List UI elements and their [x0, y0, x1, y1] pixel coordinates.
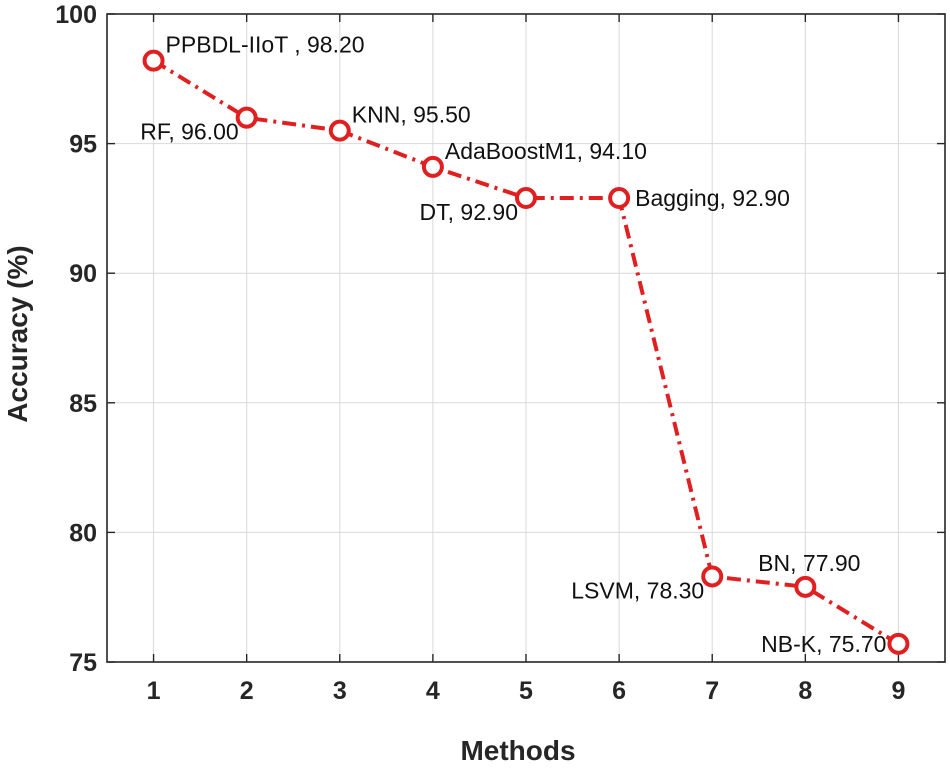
data-point-marker	[142, 49, 165, 72]
data-label: BN, 77.90	[758, 550, 860, 576]
y-tick-label: 100	[55, 1, 97, 29]
data-label: LSVM, 78.30	[571, 577, 704, 603]
x-tick-label: 2	[240, 677, 254, 705]
data-point-marker	[235, 106, 258, 129]
x-tick-label: 1	[147, 677, 161, 705]
data-label: Bagging, 92.90	[635, 185, 790, 211]
y-tick-label: 95	[69, 131, 97, 159]
y-tick-label: 90	[69, 260, 97, 288]
x-tick-label: 7	[705, 677, 719, 705]
data-labels: PPBDL-IIoT , 98.20 RF, 96.00 KNN, 95.50 Ada…	[140, 32, 886, 657]
data-point-marker	[608, 187, 631, 210]
data-label: DT, 92.90	[420, 199, 518, 225]
data-label: RF, 96.00	[140, 119, 238, 145]
y-axis-label: Accuracy (%)	[2, 245, 33, 422]
y-tick-label: 80	[69, 519, 97, 547]
data-label: AdaBoostM1, 94.10	[445, 138, 647, 164]
data-label: NB-K, 75.70	[761, 631, 886, 657]
data-point-marker	[328, 119, 351, 142]
data-label: PPBDL-IIoT , 98.20	[166, 32, 365, 58]
data-point-marker	[701, 565, 724, 588]
data-point-marker	[421, 155, 444, 178]
data-point-marker	[794, 575, 817, 598]
y-tick-label: 75	[69, 649, 97, 677]
x-tick-label: 9	[891, 677, 905, 705]
x-tick-label: 5	[519, 677, 533, 705]
data-label: KNN, 95.50	[352, 102, 471, 128]
data-series	[142, 49, 910, 655]
x-tick-label: 3	[333, 677, 347, 705]
x-axis-label: Methods	[460, 735, 575, 766]
data-point-marker	[515, 187, 537, 210]
data-point-marker	[887, 632, 910, 655]
y-tick-label: 85	[69, 390, 97, 418]
x-tick-label: 8	[798, 677, 812, 705]
axis-ticks: 1 2 3 4 5 6 7 8 9 75 80 85 90 95 100	[55, 1, 945, 705]
x-tick-label: 6	[612, 677, 626, 705]
x-tick-label: 4	[426, 677, 440, 705]
